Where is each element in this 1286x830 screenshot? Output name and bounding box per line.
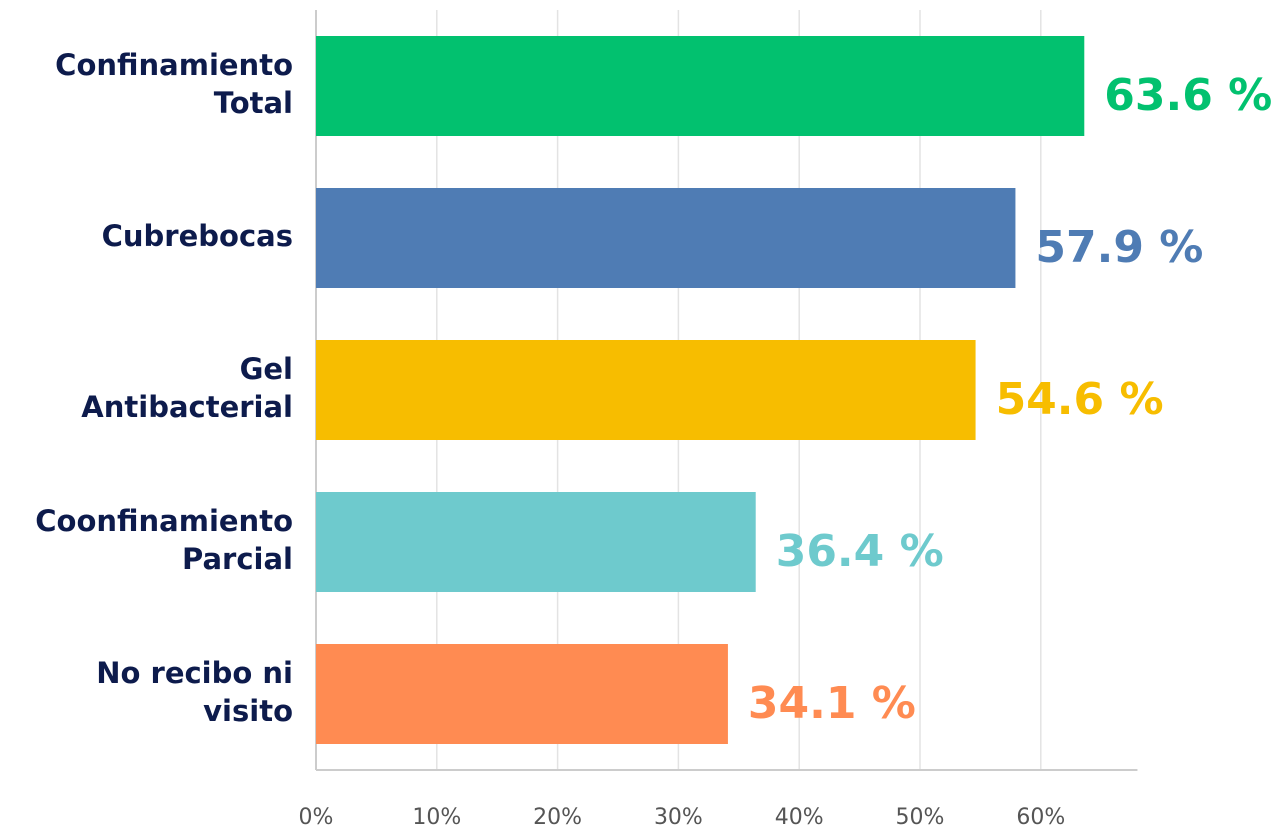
category-label: Confinamiento: [55, 48, 293, 82]
x-tick-label: 60%: [1016, 805, 1065, 830]
value-label: 57.9 %: [1035, 222, 1203, 273]
x-tick-label: 10%: [412, 805, 461, 830]
value-label: 36.4 %: [776, 526, 944, 577]
value-label: 34.1 %: [748, 678, 916, 729]
category-label: visito: [203, 694, 293, 728]
category-label: Antibacterial: [81, 390, 293, 424]
category-label: No recibo ni: [96, 656, 293, 690]
bar: [316, 188, 1016, 288]
bar: [316, 340, 976, 440]
category-label: Total: [214, 86, 293, 120]
category-label: Cubrebocas: [102, 219, 293, 253]
category-label: Parcial: [182, 542, 293, 576]
x-tick-label: 50%: [896, 805, 945, 830]
category-label: Gel: [240, 352, 293, 386]
x-tick-label: 0%: [299, 805, 334, 830]
bar: [316, 644, 728, 744]
x-tick-label: 40%: [775, 805, 824, 830]
value-label: 63.6 %: [1104, 70, 1272, 121]
category-label: Coonfinamiento: [35, 504, 293, 538]
bar: [316, 36, 1085, 136]
x-tick-label: 30%: [654, 805, 703, 830]
value-label: 54.6 %: [996, 374, 1164, 425]
x-tick-label: 20%: [533, 805, 582, 830]
bar: [316, 492, 756, 592]
